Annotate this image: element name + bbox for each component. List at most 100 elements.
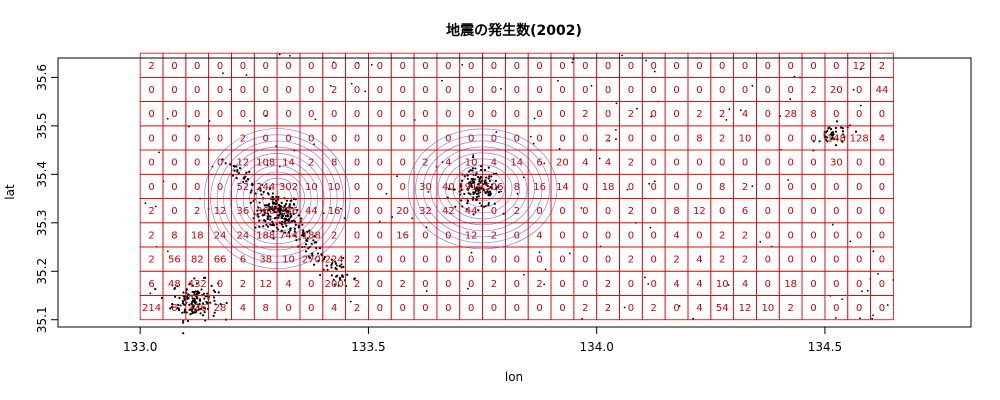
- event-point: [332, 278, 335, 281]
- event-point: [280, 229, 283, 232]
- event-point: [250, 189, 253, 192]
- cell-count: 2: [148, 230, 154, 241]
- chart-title: 地震の発生数(2002): [446, 22, 582, 39]
- event-point: [308, 256, 311, 260]
- cell-count: 10: [465, 158, 478, 169]
- event-point: [186, 319, 190, 323]
- event-point: [827, 127, 830, 130]
- cell-count: 4: [240, 303, 246, 314]
- cell-count: 0: [719, 206, 725, 217]
- cell-count: 0: [536, 61, 542, 72]
- event-point: [522, 176, 525, 179]
- cell-count: 4: [491, 158, 497, 169]
- event-point: [280, 209, 283, 212]
- event-point: [487, 187, 490, 191]
- event-point: [203, 310, 206, 314]
- event-point: [269, 223, 272, 226]
- event-point: [297, 214, 300, 217]
- cell-count: 0: [148, 133, 154, 144]
- cell-count: 2: [742, 182, 748, 193]
- cell-count: 0: [468, 303, 474, 314]
- event-point: [313, 235, 316, 238]
- event-point: [206, 292, 209, 295]
- event-point: [258, 219, 261, 222]
- event-point: [608, 139, 611, 142]
- cell-count: 0: [605, 61, 611, 72]
- event-point: [169, 307, 172, 310]
- cell-count: 2: [514, 206, 520, 217]
- event-point: [268, 187, 272, 190]
- cell-count: 0: [422, 303, 428, 314]
- cell-count: 0: [787, 61, 793, 72]
- event-point: [273, 208, 276, 211]
- event-point: [302, 229, 305, 232]
- event-point: [861, 290, 863, 293]
- event-point: [497, 185, 500, 188]
- event-point: [237, 172, 241, 175]
- event-point: [834, 126, 838, 130]
- cell-count: 0: [194, 109, 200, 120]
- cell-count: 0: [559, 206, 565, 217]
- cell-count: 2: [491, 279, 497, 290]
- event-point: [482, 205, 486, 208]
- event-point: [272, 202, 275, 205]
- event-point: [830, 137, 833, 140]
- cell-count: 0: [377, 255, 383, 266]
- event-point: [340, 207, 342, 210]
- event-point: [678, 305, 681, 307]
- event-point: [236, 170, 239, 173]
- event-point: [342, 256, 345, 260]
- cell-count: 0: [810, 158, 816, 169]
- cell-count: 0: [673, 182, 679, 193]
- cell-count: 4: [673, 279, 679, 290]
- event-point: [488, 175, 491, 178]
- event-point: [482, 189, 486, 192]
- event-point: [463, 192, 466, 196]
- event-point: [340, 263, 343, 266]
- event-point: [692, 317, 695, 320]
- cell-count: 6: [148, 279, 154, 290]
- cell-count: 0: [856, 109, 862, 120]
- event-point: [266, 212, 270, 215]
- event-point: [339, 278, 342, 281]
- cell-count: 0: [331, 133, 337, 144]
- event-point: [217, 291, 220, 294]
- cell-count: 0: [285, 85, 291, 96]
- cell-count: 0: [514, 230, 520, 241]
- event-point: [341, 275, 344, 278]
- event-point: [533, 117, 536, 120]
- cell-count: 0: [787, 255, 793, 266]
- event-point: [265, 223, 268, 226]
- cell-count: 0: [263, 85, 269, 96]
- cell-count: 0: [582, 279, 588, 290]
- cell-count: 2: [331, 230, 337, 241]
- event-point: [488, 194, 492, 197]
- cell-count: 0: [810, 279, 816, 290]
- cell-count: 0: [263, 109, 269, 120]
- cell-count: 0: [833, 230, 839, 241]
- event-point: [285, 210, 288, 213]
- event-point: [332, 61, 335, 64]
- event-point: [487, 201, 490, 205]
- cell-count: 54: [716, 303, 729, 314]
- event-point: [391, 216, 394, 218]
- cell-count: 10: [282, 255, 295, 266]
- cell-count: 0: [399, 182, 405, 193]
- cell-count: 0: [765, 61, 771, 72]
- event-point: [479, 168, 483, 172]
- x-tick-label: 134.0: [579, 340, 613, 354]
- cell-count: 0: [628, 133, 634, 144]
- x-tick-label: 133.5: [351, 340, 385, 354]
- event-point: [181, 300, 185, 303]
- cell-count: 0: [422, 255, 428, 266]
- event-point: [474, 167, 477, 170]
- event-point: [877, 273, 880, 275]
- event-point: [272, 237, 275, 240]
- cell-count: 0: [491, 303, 497, 314]
- event-point: [231, 174, 235, 177]
- cell-count: 0: [856, 230, 862, 241]
- event-point: [500, 88, 502, 90]
- event-point: [154, 288, 157, 291]
- cell-count: 0: [582, 133, 588, 144]
